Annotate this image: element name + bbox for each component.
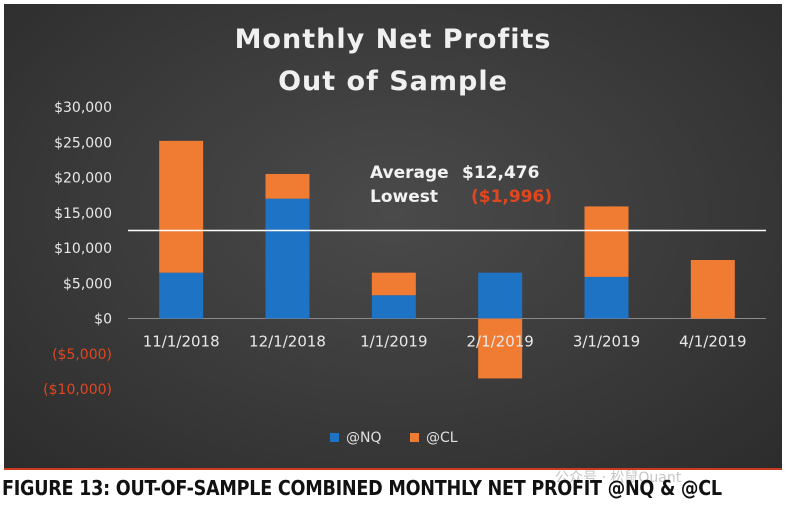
y-tick-label: $20,000	[54, 171, 112, 187]
figure-caption: FIGURE 13: OUT-OF-SAMPLE COMBINED MONTHL…	[2, 476, 722, 500]
bar-cl	[584, 206, 629, 277]
legend-swatch-cl	[410, 433, 419, 442]
bar-nq	[265, 198, 310, 319]
bar-cl	[159, 140, 204, 273]
stacked-bar-chart: $30,000 $25,000 $20,000 $15,000 $10,000 $5,00…	[43, 100, 766, 446]
y-tick-label: $5,000	[63, 276, 112, 292]
y-tick-label: $10,000	[54, 241, 112, 257]
annotation-average-value: $12,476	[462, 163, 539, 183]
y-tick-label: ($10,000)	[43, 382, 112, 398]
x-tick-label: 11/1/2018	[143, 333, 220, 351]
bar-cl	[690, 259, 735, 319]
x-tick-label: 2/1/2019	[466, 333, 533, 351]
y-tick-label: $30,000	[54, 100, 112, 116]
bar-cl	[265, 173, 310, 199]
annotation-average-label: Average	[370, 163, 449, 183]
bar-nq	[371, 295, 416, 319]
y-tick-label: $0	[94, 312, 112, 328]
y-tick-label: $15,000	[54, 206, 112, 222]
bar-nq	[159, 272, 204, 319]
annotation-lowest-label: Lowest	[370, 187, 438, 207]
x-tick-label: 3/1/2019	[573, 333, 640, 351]
bar-cl	[478, 318, 523, 379]
bar-nq	[584, 276, 629, 319]
annotation-lowest-value: ($1,996)	[471, 187, 552, 207]
chart-panel	[4, 4, 782, 470]
legend-swatch-nq	[330, 433, 339, 442]
legend-label: @NQ	[346, 430, 382, 446]
chart-title-line-1: Monthly Net Profits	[234, 24, 552, 55]
legend-label: @CL	[426, 430, 458, 446]
watermark: 公众号 · 松鼠Quant	[555, 470, 682, 486]
x-tick-label: 1/1/2019	[360, 333, 427, 351]
x-tick-label: 4/1/2019	[679, 333, 746, 351]
y-tick-label: ($5,000)	[52, 347, 112, 363]
bar-nq	[478, 272, 523, 319]
bar-cl	[371, 272, 416, 296]
y-tick-label: $25,000	[54, 135, 112, 151]
chart-title-line-2: Out of Sample	[278, 66, 508, 97]
x-tick-label: 12/1/2018	[249, 333, 326, 351]
